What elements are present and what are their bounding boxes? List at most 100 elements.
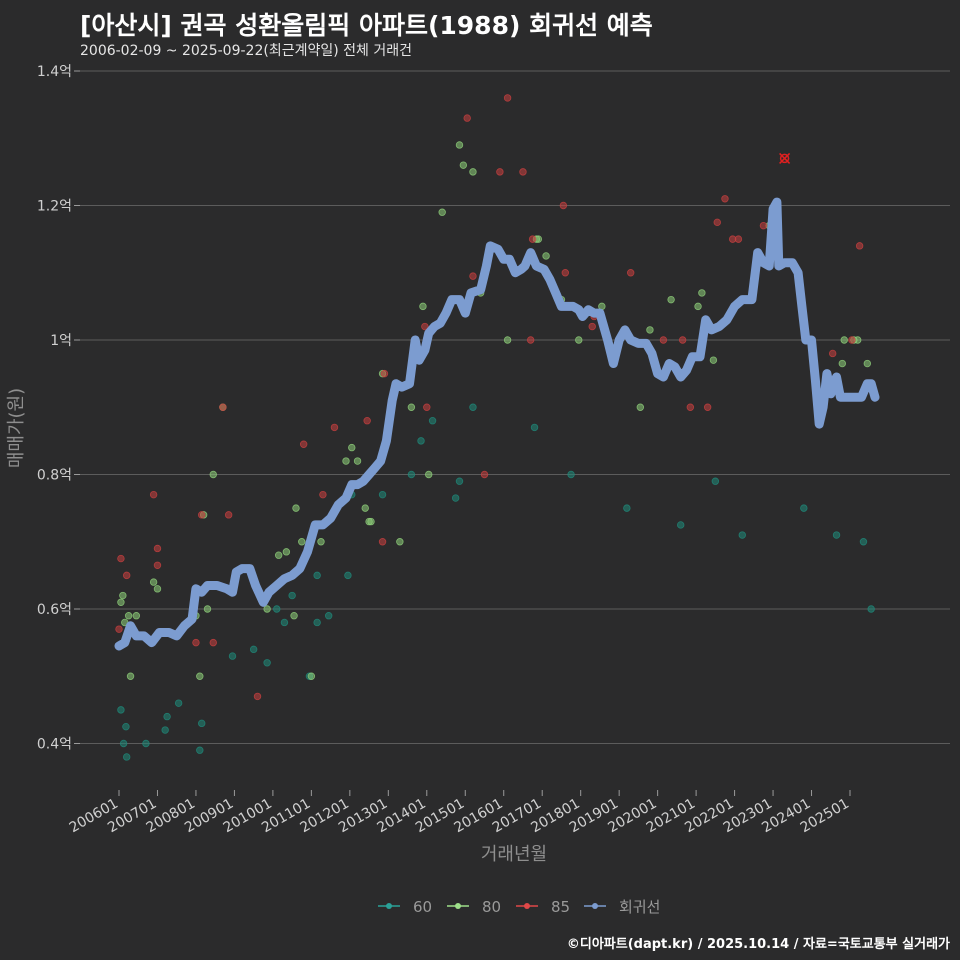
point-60 <box>469 403 477 411</box>
point-80 <box>132 612 141 620</box>
point-80 <box>503 336 512 344</box>
point-85 <box>463 114 471 122</box>
point-60 <box>859 538 868 546</box>
point-60 <box>451 494 460 502</box>
point-85 <box>480 470 489 479</box>
point-60 <box>198 719 206 728</box>
point-60 <box>280 618 289 627</box>
point-85 <box>703 403 712 411</box>
point-85 <box>380 369 389 378</box>
point-80 <box>840 336 848 344</box>
point-60 <box>530 423 539 432</box>
point-60 <box>161 726 169 734</box>
point-85 <box>192 638 200 647</box>
point-80 <box>307 672 316 680</box>
point-60 <box>407 470 416 479</box>
y-tick-label: 1.2억 <box>37 199 72 215</box>
point-60 <box>677 521 685 529</box>
legend-label: 85 <box>551 898 570 916</box>
legend-item-회귀선: 회귀선 <box>584 898 660 916</box>
point-80 <box>263 605 271 613</box>
highlight-marker-group <box>779 152 791 164</box>
point-60 <box>273 605 281 613</box>
point-85 <box>559 201 568 210</box>
x-axis-title: 거래년월 <box>481 844 547 865</box>
point-85 <box>153 561 162 569</box>
point-85 <box>209 638 217 647</box>
point-80 <box>203 605 212 613</box>
point-80 <box>124 612 133 620</box>
point-80 <box>698 289 706 297</box>
x-axis-ticks: 2006012007012008012009012010012011012012… <box>67 790 852 836</box>
point-85 <box>627 269 635 277</box>
point-60 <box>249 645 258 654</box>
point-80 <box>407 403 416 411</box>
point-60 <box>122 753 131 761</box>
point-80 <box>126 672 135 680</box>
point-80 <box>117 598 125 606</box>
point-80 <box>863 359 872 368</box>
point-85 <box>219 403 227 411</box>
point-80 <box>290 612 298 620</box>
point-80 <box>292 504 300 512</box>
legend-dot <box>524 903 530 909</box>
legend-item-60: 60 <box>378 898 432 916</box>
point-85 <box>828 349 837 358</box>
chart-subtitle: 2006-02-09 ~ 2025-09-22(최근계약일) 전체 거래건 <box>80 43 412 59</box>
highlight-cross-b <box>779 152 791 164</box>
point-80 <box>367 517 375 526</box>
point-80 <box>209 470 217 479</box>
point-80 <box>838 359 847 368</box>
point-85 <box>528 235 537 243</box>
point-80 <box>694 302 702 311</box>
point-60 <box>428 417 437 425</box>
point-60 <box>163 712 171 721</box>
point-85 <box>721 195 729 203</box>
y-axis-title: 매매가(원) <box>6 388 27 468</box>
point-85 <box>363 417 371 425</box>
highlight-circle <box>779 153 790 164</box>
point-85 <box>198 511 206 519</box>
point-60 <box>324 612 333 620</box>
point-85 <box>588 322 596 331</box>
point-85 <box>115 625 123 633</box>
point-60 <box>711 477 720 485</box>
point-60 <box>313 571 321 580</box>
point-80 <box>342 457 350 465</box>
regression-line <box>114 197 880 651</box>
point-60 <box>344 571 352 580</box>
point-85 <box>330 423 339 432</box>
point-60 <box>313 618 321 627</box>
y-tick-label: 0.4억 <box>37 737 72 753</box>
point-80 <box>361 504 369 512</box>
point-80 <box>153 585 162 593</box>
point-85 <box>469 272 477 280</box>
regression-line-group <box>114 197 880 651</box>
point-80 <box>119 591 127 600</box>
legend-dot <box>455 903 461 909</box>
point-80 <box>396 538 404 546</box>
point-80 <box>298 538 306 546</box>
point-85 <box>423 403 431 411</box>
point-80 <box>196 672 204 680</box>
point-85 <box>659 336 668 344</box>
y-tick-label: 0.8억 <box>37 468 72 484</box>
point-85 <box>378 538 387 546</box>
point-85 <box>561 269 569 277</box>
point-85 <box>153 544 162 553</box>
point-60 <box>196 746 204 754</box>
point-60 <box>228 652 237 660</box>
point-60 <box>623 504 631 512</box>
point-85 <box>848 336 856 344</box>
y-tick-label: 1억 <box>50 333 72 349</box>
point-60 <box>567 470 575 479</box>
point-60 <box>122 722 130 731</box>
point-80 <box>455 141 464 149</box>
point-60 <box>119 739 128 748</box>
point-60 <box>738 531 746 539</box>
point-85 <box>686 403 695 411</box>
point-80 <box>419 302 427 311</box>
point-85 <box>526 336 535 344</box>
legend-item-85: 85 <box>516 898 570 916</box>
point-60 <box>288 591 296 600</box>
